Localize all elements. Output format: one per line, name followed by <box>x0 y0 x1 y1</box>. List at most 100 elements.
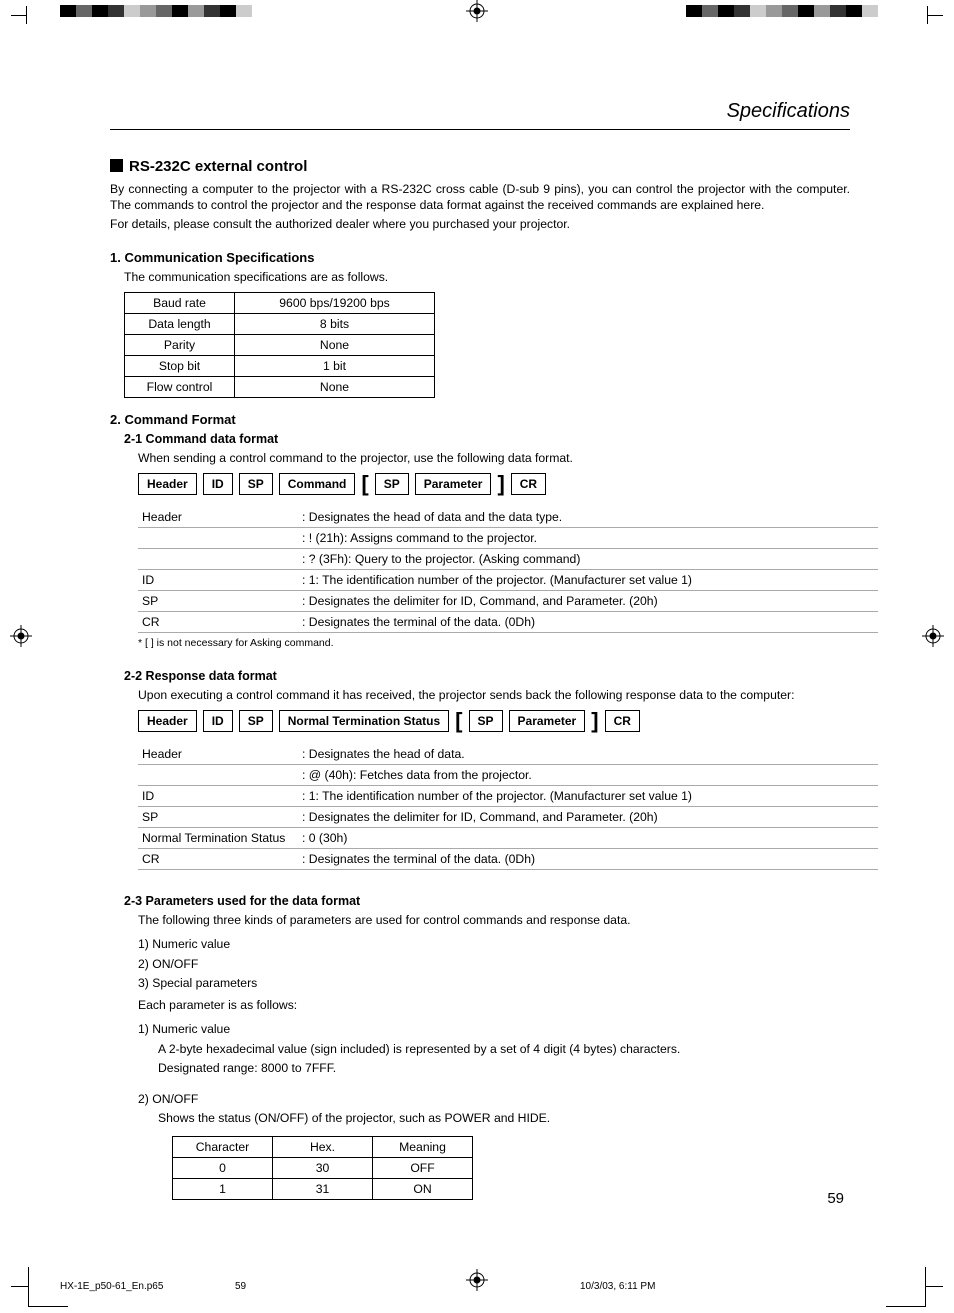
fmt2-status: Normal Termination Status <box>279 710 449 732</box>
table-cell: : 1: The identification number of the pr… <box>298 570 878 591</box>
fmt2-cr: CR <box>605 710 640 732</box>
table-cell: Data length <box>125 314 235 335</box>
table-cell <box>138 549 298 570</box>
table-cell: Header <box>138 507 298 528</box>
param-1-block: 1) Numeric value A 2-byte hexadecimal va… <box>138 1020 850 1077</box>
registration-target-left <box>10 625 32 647</box>
table-cell: 1 <box>173 1178 273 1199</box>
bracket-open-icon: [ <box>361 473 368 495</box>
color-swatch <box>124 5 140 17</box>
fmt2-sp2: SP <box>469 710 503 732</box>
crop-mark-bottom-left <box>28 1267 68 1307</box>
color-swatch <box>172 5 188 17</box>
subsection-2-1-desc: When sending a control command to the pr… <box>138 451 850 465</box>
registration-target-right <box>922 625 944 647</box>
color-swatch <box>862 5 878 17</box>
square-bullet-icon <box>110 159 123 172</box>
table-cell <box>138 528 298 549</box>
subsection-2-2-desc: Upon executing a control command it has … <box>138 688 850 702</box>
table-cell: : Designates the delimiter for ID, Comma… <box>298 807 878 828</box>
fmt-parameter: Parameter <box>415 473 492 495</box>
fmt2-parameter: Parameter <box>509 710 586 732</box>
crop-mark-top-left <box>26 6 44 24</box>
fmt-sp2: SP <box>375 473 409 495</box>
fmt2-id: ID <box>203 710 233 732</box>
param-each-intro: Each parameter is as follows: <box>138 998 850 1012</box>
table-cell: None <box>235 335 435 356</box>
table-cell: Normal Termination Status <box>138 828 298 849</box>
color-swatch <box>220 5 236 17</box>
table-cell: : 0 (30h) <box>298 828 878 849</box>
color-swatch <box>76 5 92 17</box>
table-cell: : Designates the head of data. <box>298 744 878 765</box>
table-cell: 30 <box>273 1157 373 1178</box>
table-header-cell: Character <box>173 1136 273 1157</box>
table-cell: : ! (21h): Assigns command to the projec… <box>298 528 878 549</box>
param-2-block: 2) ON/OFF Shows the status (ON/OFF) of t… <box>138 1090 850 1128</box>
color-swatch <box>878 5 894 17</box>
color-swatch <box>750 5 766 17</box>
color-swatch <box>846 5 862 17</box>
subsection-2-1-heading: 2-1 Command data format <box>124 432 850 446</box>
color-swatch <box>108 5 124 17</box>
param-2-head: 2) ON/OFF <box>138 1090 850 1108</box>
table-cell: 8 bits <box>235 314 435 335</box>
color-swatch <box>252 5 268 17</box>
color-swatch <box>92 5 108 17</box>
intro-paragraph-1: By connecting a computer to the projecto… <box>110 181 850 214</box>
fmt-header: Header <box>138 473 197 495</box>
table-cell: : @ (40h): Fetches data from the project… <box>298 765 878 786</box>
command-format-diagram: Header ID SP Command [ SP Parameter ] CR <box>138 473 850 495</box>
fmt2-sp: SP <box>239 710 273 732</box>
color-swatch <box>204 5 220 17</box>
onoff-table: CharacterHex.Meaning030OFF131ON <box>172 1136 473 1200</box>
table-cell: Flow control <box>125 377 235 398</box>
table-cell: : ? (3Fh): Query to the projector. (Aski… <box>298 549 878 570</box>
parameter-kinds-list: 1) Numeric value 2) ON/OFF 3) Special pa… <box>138 935 850 992</box>
command-format-footnote: * [ ] is not necessary for Asking comman… <box>138 637 850 649</box>
table-cell: SP <box>138 807 298 828</box>
param-1-line-1: A 2-byte hexadecimal value (sign include… <box>158 1040 850 1058</box>
page-header-title: Specifications <box>110 100 850 130</box>
color-swatch <box>718 5 734 17</box>
table-cell: : 1: The identification number of the pr… <box>298 786 878 807</box>
color-swatch <box>140 5 156 17</box>
color-swatch <box>156 5 172 17</box>
bracket-open-icon: [ <box>455 710 462 732</box>
top-print-marks <box>0 0 954 30</box>
table-cell: Baud rate <box>125 293 235 314</box>
table-cell: 9600 bps/19200 bps <box>235 293 435 314</box>
color-swatch <box>686 5 702 17</box>
table-cell <box>138 765 298 786</box>
section-heading: RS-232C external control <box>110 158 850 175</box>
param-1-line-2: Designated range: 8000 to 7FFF. <box>158 1059 850 1077</box>
color-swatch <box>60 5 76 17</box>
table-cell: : Designates the terminal of the data. (… <box>298 612 878 633</box>
color-swatch <box>830 5 846 17</box>
table-cell: Header <box>138 744 298 765</box>
color-swatch <box>814 5 830 17</box>
color-swatch <box>734 5 750 17</box>
page-content: Specifications RS-232C external control … <box>110 100 850 1214</box>
footer-filename: HX-1E_p50-61_En.p65 <box>60 1281 163 1292</box>
color-swatch <box>766 5 782 17</box>
subsection-2-3-heading: 2-3 Parameters used for the data format <box>124 894 850 908</box>
registration-target-bottom <box>466 1269 488 1291</box>
param-kind-1: 1) Numeric value <box>138 935 850 953</box>
fmt-sp: SP <box>239 473 273 495</box>
table-cell: : Designates the terminal of the data. (… <box>298 849 878 870</box>
footer-datetime: 10/3/03, 6:11 PM <box>580 1281 655 1292</box>
subsection-2-3-desc: The following three kinds of parameters … <box>138 913 850 927</box>
color-swatch <box>782 5 798 17</box>
color-bar-left <box>60 5 268 17</box>
table-cell: Parity <box>125 335 235 356</box>
fmt-id: ID <box>203 473 233 495</box>
color-bar-right <box>686 5 894 17</box>
subsection-1-desc: The communication specifications are as … <box>124 270 850 284</box>
param-kind-2: 2) ON/OFF <box>138 955 850 973</box>
footer-page: 59 <box>235 1281 246 1292</box>
table-header-cell: Meaning <box>373 1136 473 1157</box>
registration-target-top <box>466 0 488 22</box>
color-swatch <box>236 5 252 17</box>
table-cell: Stop bit <box>125 356 235 377</box>
